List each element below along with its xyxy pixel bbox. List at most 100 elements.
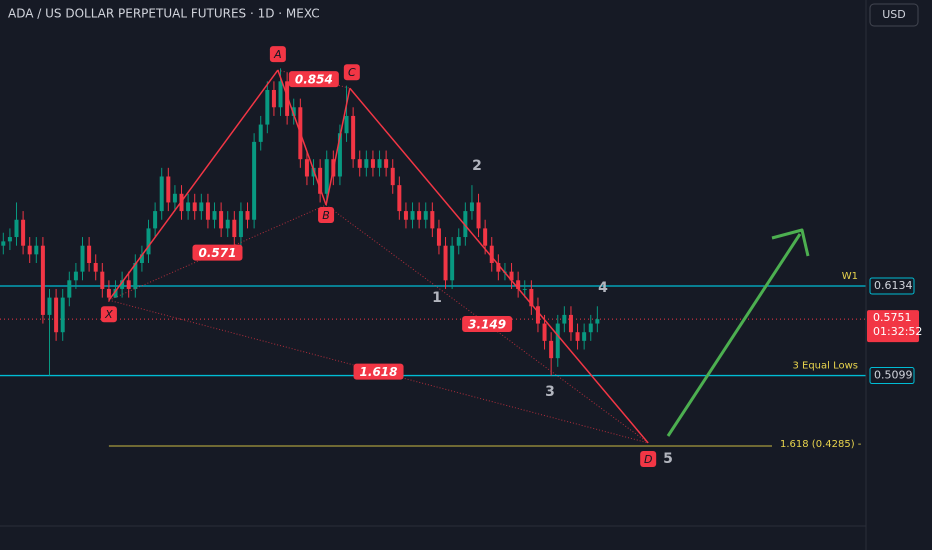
candle-body: [80, 245, 85, 272]
candle-body: [529, 288, 534, 307]
ratio-label: 1.618: [360, 365, 398, 379]
candle-body: [159, 176, 164, 212]
candle-body: [238, 211, 243, 238]
candle-body: [205, 202, 210, 220]
candle-body: [34, 245, 39, 255]
candle-body: [417, 211, 422, 220]
ratio-box: [192, 244, 243, 261]
pattern-leg: [325, 88, 351, 206]
pattern-ratio-line: [325, 204, 649, 444]
countdown-label: 01:32:52: [873, 325, 922, 338]
candle-body: [456, 237, 461, 246]
candle-body: [100, 271, 105, 289]
level-label: 1.618 (0.4285) -: [780, 439, 862, 450]
currency-label[interactable]: USD: [882, 8, 906, 21]
candle-body: [469, 202, 474, 212]
candle-body: [483, 228, 488, 246]
candle-body: [377, 159, 382, 168]
candle-body: [139, 254, 144, 263]
candle-body: [489, 245, 494, 263]
candle-body: [344, 115, 349, 134]
candle-body: [54, 297, 59, 333]
level-price-label: 0.5099: [874, 369, 913, 382]
candle-body: [186, 202, 191, 212]
candle-body: [542, 323, 547, 341]
candle-body: [87, 245, 92, 263]
candle-body: [67, 280, 72, 298]
candle-body: [133, 263, 138, 289]
candle-body: [291, 107, 296, 116]
ratio-label: 0.571: [199, 246, 237, 260]
candle-body: [397, 185, 402, 212]
wave-label: 5: [663, 451, 673, 467]
candle-body: [219, 211, 224, 229]
candle-body: [384, 159, 389, 168]
candle-body: [1, 241, 6, 246]
candle-body: [304, 159, 309, 177]
candle-body: [166, 176, 171, 203]
point-box: [343, 64, 360, 81]
candle-body: [27, 245, 32, 255]
candle-body: [21, 219, 26, 246]
point-box: [318, 207, 335, 224]
candle-body: [582, 332, 587, 341]
candle-body: [370, 159, 375, 168]
pattern-leg: [349, 87, 649, 444]
level-label: 3 Equal Lows: [792, 361, 858, 372]
candle-body: [153, 211, 158, 229]
candle-body: [595, 319, 600, 324]
candle-body: [410, 211, 415, 220]
candle-body: [271, 89, 276, 108]
candle-body: [588, 323, 593, 333]
point-label: B: [322, 209, 330, 222]
candle-body: [172, 193, 177, 203]
candle-body: [535, 306, 540, 324]
candle-body: [258, 124, 263, 142]
candle-body: [430, 211, 435, 229]
candle-body: [509, 271, 514, 281]
level-label: W1: [842, 271, 858, 282]
level-price-label: 0.6134: [874, 279, 913, 292]
candle-body: [120, 280, 125, 289]
candle-body: [351, 115, 356, 160]
level-price-tag: [869, 367, 915, 385]
candle-body: [113, 288, 118, 298]
candle-body: [245, 211, 250, 220]
candle-body: [311, 167, 316, 177]
candle-body: [549, 340, 554, 359]
point-box: [640, 450, 657, 467]
last-price-label: 0.5751: [873, 311, 912, 324]
point-label: X: [104, 308, 113, 321]
candle-body: [364, 159, 369, 168]
candle-body: [575, 332, 580, 341]
pattern-leg: [108, 69, 279, 301]
candle-body: [357, 159, 362, 168]
projection-arrowhead: [771, 228, 810, 257]
projection-arrow: [666, 233, 802, 437]
candle-body: [212, 211, 217, 220]
candle-body: [14, 219, 19, 238]
candle-body: [568, 314, 573, 333]
candle-body: [443, 245, 448, 281]
level-price-tag: [869, 277, 915, 295]
point-label: A: [273, 48, 282, 61]
wave-label: 2: [472, 158, 482, 174]
ratio-box: [353, 363, 404, 380]
candle-body: [403, 211, 408, 220]
pattern-ratio-line: [108, 204, 327, 301]
candle-body: [324, 159, 329, 194]
candle-body: [106, 288, 111, 298]
candle-body: [463, 211, 468, 238]
candle-body: [285, 81, 290, 116]
candle-body: [436, 228, 441, 246]
currency-button[interactable]: [869, 3, 919, 27]
candle-body: [278, 81, 283, 108]
candle-body: [318, 167, 323, 194]
candle-body: [337, 133, 342, 177]
candle-body: [73, 271, 78, 281]
candle-body: [146, 228, 151, 255]
candle-body: [192, 202, 197, 212]
wave-label: 4: [598, 280, 608, 296]
